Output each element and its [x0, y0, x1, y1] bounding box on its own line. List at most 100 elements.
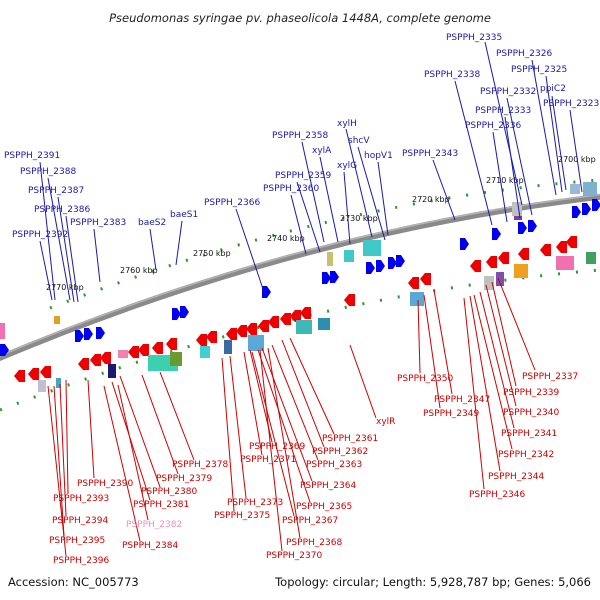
feature-box[interactable]	[170, 352, 182, 366]
reverse-gene-arrow[interactable]	[236, 325, 247, 337]
reverse-gene-arrow[interactable]	[566, 236, 577, 248]
feature-box[interactable]	[56, 378, 61, 388]
feature-box[interactable]	[586, 252, 596, 264]
gene-label[interactable]: PSPPH_2333	[475, 106, 531, 116]
gene-label[interactable]: PSPPH_2396	[53, 556, 109, 566]
forward-gene-arrow[interactable]	[388, 257, 397, 269]
reverse-gene-arrow[interactable]	[206, 331, 217, 343]
reverse-gene-arrow[interactable]	[90, 354, 101, 366]
gene-label[interactable]: PSPPH_2384	[122, 541, 178, 551]
gene-label[interactable]: PSPPH_2368	[286, 538, 342, 548]
feature-box[interactable]	[570, 184, 580, 194]
gene-label[interactable]: PSPPH_2358	[272, 131, 328, 141]
gene-label[interactable]: PSPPH_2346	[469, 490, 525, 500]
gene-label[interactable]: PSPPH_2341	[501, 429, 557, 439]
gene-label[interactable]: PSPPH_2337	[522, 372, 578, 382]
gene-label[interactable]: PSPPH_2361	[322, 434, 378, 444]
reverse-gene-arrow[interactable]	[40, 366, 51, 378]
gene-label[interactable]: PSPPH_2394	[52, 516, 108, 526]
reverse-gene-arrow[interactable]	[300, 307, 311, 319]
reverse-gene-arrow[interactable]	[280, 313, 291, 325]
gene-label[interactable]: PSPPH_2343	[402, 149, 458, 159]
gene-label[interactable]: baeS1	[170, 210, 198, 220]
reverse-gene-arrow[interactable]	[290, 310, 301, 322]
reverse-gene-arrow[interactable]	[78, 358, 89, 370]
feature-box[interactable]	[410, 292, 424, 306]
reverse-gene-arrow[interactable]	[486, 256, 497, 268]
reverse-gene-arrow[interactable]	[470, 260, 481, 272]
feature-box[interactable]	[108, 364, 116, 378]
gene-label[interactable]: PSPPH_2388	[20, 167, 76, 177]
gene-label[interactable]: hopV1	[364, 151, 393, 161]
gene-label[interactable]: PSPPH_2364	[300, 481, 356, 491]
reverse-gene-arrow[interactable]	[408, 277, 419, 289]
gene-label[interactable]: PSPPH_2323	[543, 99, 599, 109]
forward-gene-arrow[interactable]	[376, 260, 385, 272]
feature-box[interactable]	[118, 350, 128, 358]
gene-label[interactable]: xylH	[337, 119, 357, 129]
gene-label[interactable]: PSPPH_2366	[204, 198, 260, 208]
gene-label[interactable]: baeS2	[138, 218, 166, 228]
gene-label[interactable]: PSPPH_2360	[263, 184, 319, 194]
forward-gene-arrow[interactable]	[396, 255, 405, 267]
reverse-gene-arrow[interactable]	[540, 244, 551, 256]
gene-label[interactable]: PSPPH_2359	[275, 171, 331, 181]
gene-label[interactable]: xylR	[376, 417, 395, 427]
reverse-gene-arrow[interactable]	[138, 344, 149, 356]
reverse-gene-arrow[interactable]	[128, 346, 139, 358]
reverse-gene-arrow[interactable]	[268, 316, 279, 328]
gene-label[interactable]: PSPPH_2380	[141, 487, 197, 497]
forward-gene-arrow[interactable]	[582, 203, 591, 215]
feature-box[interactable]	[318, 318, 330, 330]
feature-box[interactable]	[512, 202, 522, 216]
reverse-gene-arrow[interactable]	[28, 368, 39, 380]
forward-gene-arrow[interactable]	[572, 206, 581, 218]
forward-gene-arrow[interactable]	[528, 220, 537, 232]
reverse-gene-arrow[interactable]	[166, 338, 177, 350]
gene-label[interactable]: PSPPH_2332	[480, 87, 536, 97]
gene-label[interactable]: PSPPH_2363	[306, 460, 362, 470]
reverse-gene-arrow[interactable]	[556, 241, 567, 253]
feature-box[interactable]	[514, 264, 528, 278]
gene-label[interactable]: PSPPH_2391	[4, 151, 60, 161]
gene-label[interactable]: PSPPH_2390	[77, 479, 133, 489]
forward-gene-arrow[interactable]	[84, 328, 93, 340]
feature-box[interactable]	[484, 276, 494, 290]
gene-label[interactable]: PSPPH_2344	[488, 472, 544, 482]
forward-gene-arrow[interactable]	[592, 199, 600, 211]
forward-gene-arrow[interactable]	[330, 271, 339, 283]
gene-label[interactable]: PSPPH_2339	[503, 388, 559, 398]
feature-box[interactable]	[496, 272, 504, 286]
gene-label[interactable]: PSPPH_2392	[12, 230, 68, 240]
reverse-gene-arrow[interactable]	[518, 248, 529, 260]
forward-gene-arrow[interactable]	[172, 308, 181, 320]
reverse-gene-arrow[interactable]	[152, 342, 163, 354]
feature-box[interactable]	[583, 182, 597, 196]
gene-label[interactable]: PSPPH_2393	[53, 494, 109, 504]
reverse-gene-arrow[interactable]	[100, 352, 111, 364]
gene-label[interactable]: PSPPH_2325	[511, 65, 567, 75]
gene-label[interactable]: PSPPH_2342	[498, 450, 554, 460]
gene-label[interactable]: PSPPH_2369	[249, 442, 305, 452]
forward-gene-arrow[interactable]	[75, 330, 84, 342]
forward-gene-arrow[interactable]	[460, 238, 469, 250]
reverse-gene-arrow[interactable]	[498, 252, 509, 264]
feature-box[interactable]	[54, 316, 60, 324]
gene-label[interactable]: PSPPH_2378	[172, 460, 228, 470]
gene-label[interactable]: PSPPH_2350	[397, 374, 453, 384]
gene-label[interactable]: PSPPH_2367	[282, 516, 338, 526]
gene-label[interactable]: PSPPH_2375	[214, 511, 270, 521]
gene-label[interactable]: PSPPH_2338	[424, 70, 480, 80]
feature-box[interactable]	[0, 323, 5, 339]
feature-box[interactable]	[296, 320, 312, 334]
gene-label[interactable]: PSPPH_2365	[296, 502, 352, 512]
reverse-gene-arrow[interactable]	[226, 328, 237, 340]
gene-label[interactable]: xylG	[337, 161, 357, 171]
forward-gene-arrow[interactable]	[366, 262, 375, 274]
forward-gene-arrow[interactable]	[492, 228, 501, 240]
gene-label[interactable]: PSPPH_2386	[34, 205, 90, 215]
gene-label[interactable]: PSPPH_2362	[312, 447, 368, 457]
feature-box[interactable]	[248, 335, 264, 351]
forward-gene-arrow[interactable]	[96, 327, 105, 339]
forward-gene-arrow[interactable]	[262, 286, 271, 298]
